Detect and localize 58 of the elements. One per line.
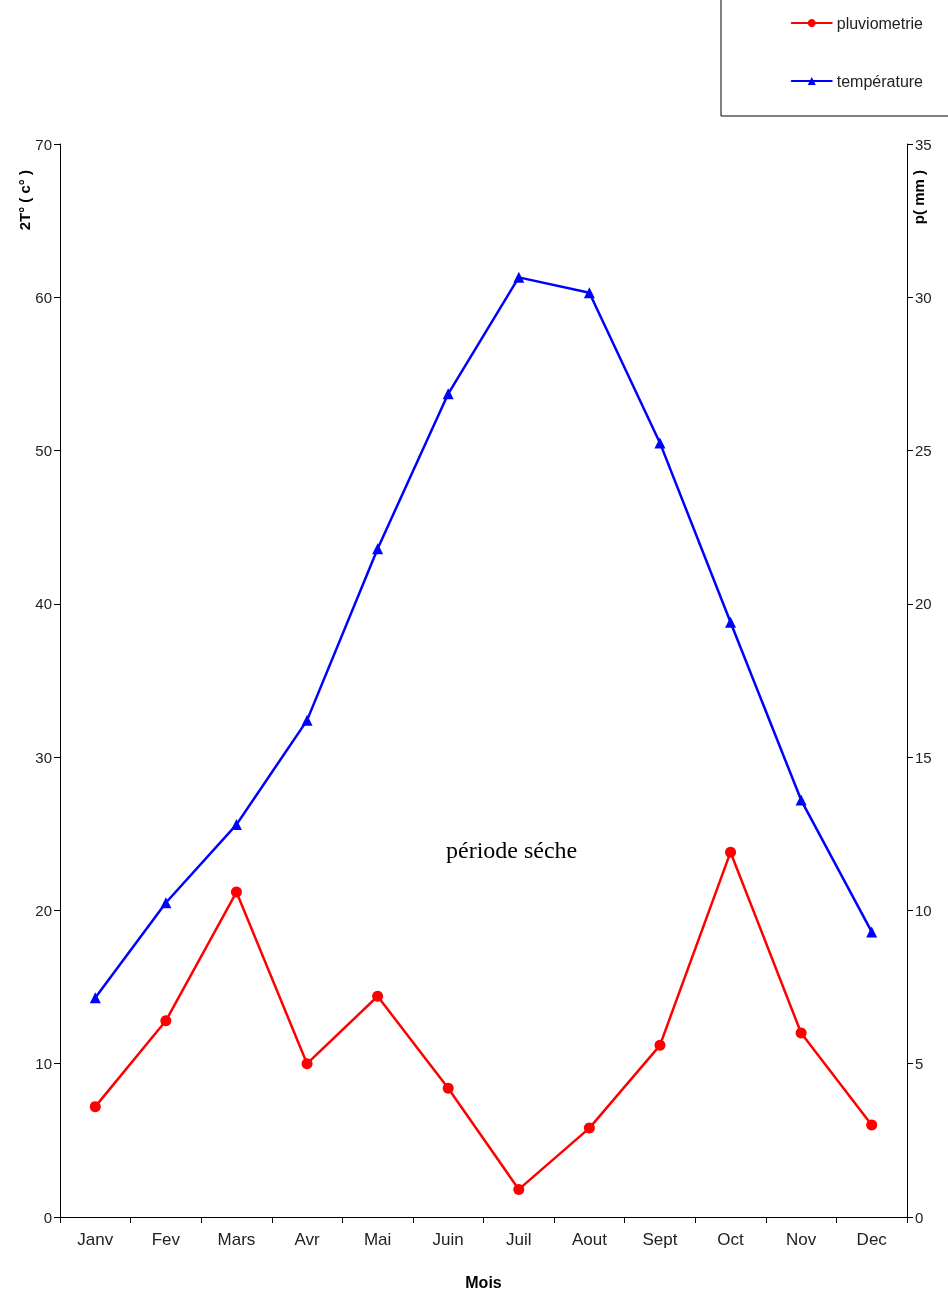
x-tick-label: Sept bbox=[642, 1230, 678, 1249]
y-tick-label: 60 bbox=[35, 288, 52, 306]
x-axis-title: Mois bbox=[465, 1273, 502, 1291]
x-tick-label: Mai bbox=[363, 1230, 392, 1249]
legend-label: température bbox=[836, 72, 924, 90]
y-tick-label: 30 bbox=[35, 748, 52, 766]
x-tick-label: Mars bbox=[217, 1230, 256, 1249]
point bbox=[160, 1015, 172, 1027]
point bbox=[230, 886, 242, 898]
y2-tick-label: 20 bbox=[915, 595, 932, 613]
y-tick-label: 20 bbox=[35, 901, 52, 919]
point bbox=[230, 819, 242, 831]
x-tick-label: Dec bbox=[856, 1230, 888, 1249]
point bbox=[583, 287, 595, 299]
point bbox=[442, 388, 454, 400]
y2-tick-label: 35 bbox=[915, 135, 932, 153]
point bbox=[795, 1027, 807, 1039]
y2-tick-label: 10 bbox=[915, 901, 932, 919]
x-tick-label: Juin bbox=[432, 1230, 464, 1249]
point bbox=[442, 1082, 454, 1094]
x-tick-label: Nov bbox=[786, 1230, 817, 1249]
point bbox=[372, 990, 384, 1002]
point bbox=[866, 1119, 878, 1131]
point bbox=[795, 794, 807, 806]
x-tick-label: Fev bbox=[151, 1230, 181, 1249]
x-tick-label: Oct bbox=[717, 1230, 745, 1249]
y2-axis-title: p( mm ) bbox=[909, 170, 927, 225]
x-tick-label: Avr bbox=[294, 1230, 320, 1249]
y2-tick-label: 30 bbox=[915, 288, 932, 306]
point bbox=[160, 897, 172, 909]
point bbox=[583, 1122, 595, 1134]
y2-tick-label: 5 bbox=[915, 1055, 924, 1073]
y2-tick-label: 15 bbox=[915, 748, 932, 766]
point bbox=[725, 616, 737, 628]
x-tick-label: Aout bbox=[571, 1230, 608, 1249]
point bbox=[89, 1101, 101, 1113]
point bbox=[89, 992, 101, 1004]
y2-tick-label: 0 bbox=[915, 1208, 924, 1226]
y-tick-label: 0 bbox=[43, 1208, 52, 1226]
y-tick-label: 40 bbox=[35, 595, 52, 613]
y-tick-label: 50 bbox=[35, 442, 52, 460]
point bbox=[654, 437, 666, 449]
legend-label: pluviometrie bbox=[836, 14, 924, 32]
point bbox=[654, 1039, 666, 1051]
point bbox=[301, 714, 313, 726]
x-tick-label: Janv bbox=[77, 1230, 114, 1249]
x-tick-label: Juil bbox=[506, 1230, 532, 1249]
point bbox=[301, 1058, 313, 1070]
point bbox=[513, 271, 525, 283]
point bbox=[866, 926, 878, 938]
y-tick-label: 10 bbox=[35, 1055, 52, 1073]
y-axis-title: 2T° ( c° ) bbox=[15, 170, 33, 231]
y2-tick-label: 25 bbox=[915, 442, 932, 460]
annotation: période séche bbox=[446, 837, 578, 863]
point bbox=[372, 543, 384, 555]
point bbox=[725, 846, 737, 858]
y-tick-label: 70 bbox=[35, 135, 52, 153]
point bbox=[513, 1183, 525, 1195]
